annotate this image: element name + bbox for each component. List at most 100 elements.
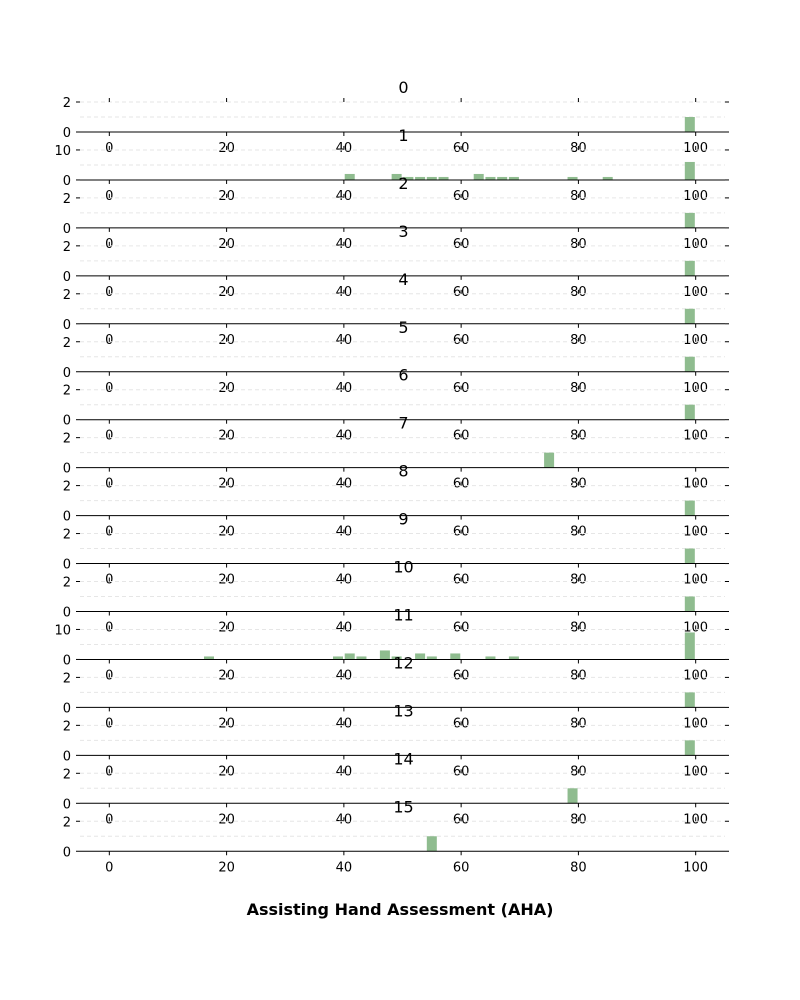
panel-title: 13 [393,701,413,720]
bar [426,176,437,180]
bar [684,161,695,180]
bar [426,836,437,852]
y-tick-label: 0 [63,126,71,141]
bar [379,650,390,660]
bar [485,176,496,180]
bar [344,173,355,180]
x-tick-label: 0 [105,860,113,875]
y-tick-label: 0 [63,749,71,764]
y-tick-label: 2 [63,767,71,782]
y-tick-label: 2 [63,480,71,495]
panel-title: 3 [398,222,408,241]
x-tick-label: 20 [218,860,235,875]
x-tick-label: 60 [453,860,470,875]
y-tick-label: 0 [63,174,71,189]
bar [356,656,367,660]
y-tick-label: 10 [54,144,71,159]
y-tick-label: 2 [63,671,71,686]
bar [684,356,695,372]
bar [391,173,402,180]
panel-title: 8 [398,462,408,481]
bar [391,656,402,660]
y-tick-label: 0 [63,797,71,812]
bar [426,656,437,660]
bar [567,176,578,180]
bar [684,260,695,276]
y-tick-label: 2 [63,432,71,447]
panel-title: 4 [398,270,408,289]
panel-title: 12 [393,653,413,672]
panel-title: 2 [398,174,408,193]
bar [415,653,426,660]
bar [497,176,508,180]
y-tick-label: 2 [63,719,71,734]
y-tick-label: 0 [63,318,71,333]
y-tick-label: 0 [63,510,71,525]
panel-title: 1 [398,126,408,145]
y-tick-label: 2 [63,576,71,591]
panel-title: 0 [398,78,408,97]
y-tick-label: 0 [63,845,71,860]
bar [438,176,449,180]
x-tick-label: 40 [336,860,353,875]
bar [485,656,496,660]
panel-title: 15 [393,797,413,816]
y-tick-label: 0 [63,462,71,477]
panel-title: 7 [398,414,408,433]
bar [567,788,578,804]
y-tick-label: 2 [63,288,71,303]
panel-title: 9 [398,510,408,529]
bar [415,176,426,180]
panel-title: 14 [393,749,413,768]
y-tick-label: 0 [63,653,71,668]
bar [684,692,695,708]
y-tick-label: 0 [63,414,71,429]
bar [684,596,695,612]
y-tick-label: 0 [63,270,71,285]
y-tick-label: 0 [63,558,71,573]
y-tick-label: 0 [63,222,71,237]
y-tick-label: 10 [54,623,71,638]
bar [344,653,355,660]
bar [684,500,695,516]
y-tick-label: 2 [63,192,71,207]
panel-title: 5 [398,318,408,337]
bar [473,173,484,180]
x-axis-label: Assisting Hand Assessment (AHA) [247,900,554,919]
bar [508,656,519,660]
x-tick-label: 80 [570,860,587,875]
y-tick-label: 2 [63,96,71,111]
panel-title: 11 [393,605,413,624]
bar [684,632,695,660]
bar [333,656,343,660]
bar [684,740,695,756]
panel-title: 6 [398,366,408,385]
y-tick-label: 0 [63,606,71,621]
bar [684,117,695,132]
y-tick-label: 2 [63,384,71,399]
x-tick-label: 100 [683,860,708,875]
bar [544,452,555,468]
bar [602,176,613,180]
y-tick-label: 0 [63,366,71,381]
bar [684,548,695,564]
panel-title: 10 [393,558,413,577]
y-tick-label: 0 [63,701,71,716]
bar [684,404,695,420]
bar [508,176,519,180]
bar [450,653,461,660]
y-tick-label: 2 [63,528,71,543]
y-tick-label: 2 [63,815,71,830]
